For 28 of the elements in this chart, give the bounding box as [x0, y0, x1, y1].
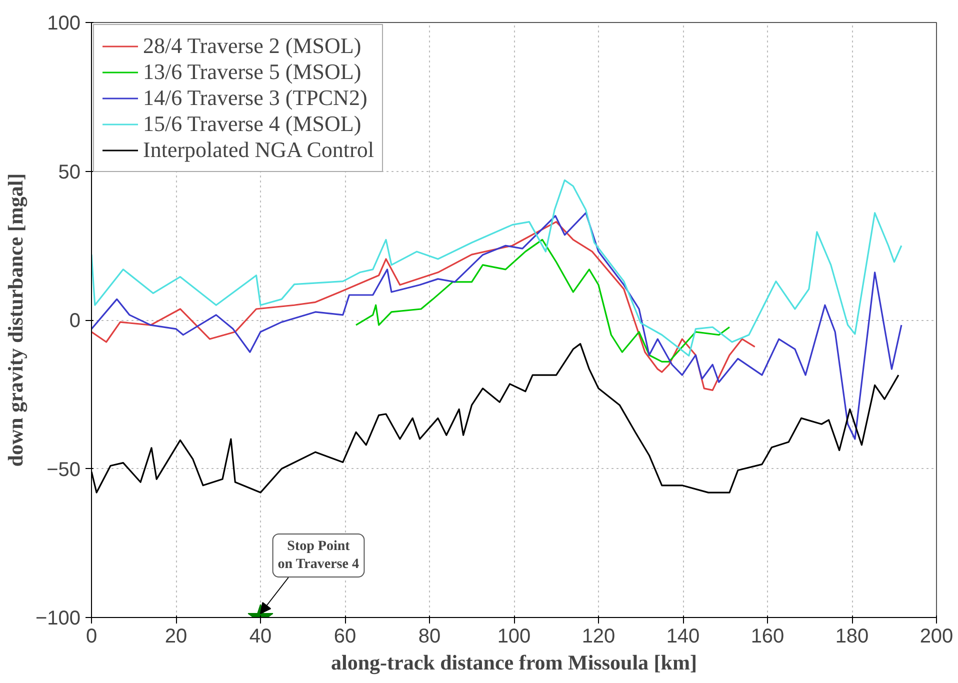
line-series	[355, 238, 730, 362]
y-tick-label: 0	[69, 310, 80, 332]
line-series	[92, 212, 902, 440]
y-tick-label: 100	[47, 12, 81, 34]
legend-label: 14/6 Traverse 3 (TPCN2)	[143, 85, 368, 111]
legend-label: 28/4 Traverse 2 (MSOL)	[143, 33, 362, 59]
y-tick-label: −50	[46, 458, 81, 481]
y-tick-label: 50	[58, 161, 81, 184]
x-tick-label: 20	[164, 626, 188, 648]
y-axis-title: down gravity disturbance [mgal]	[3, 173, 28, 467]
line-series	[92, 221, 756, 392]
x-tick-label: 0	[86, 626, 98, 648]
line-series	[92, 179, 902, 356]
x-tick-label: 40	[249, 626, 272, 648]
annotation: Stop Point on Traverse 4	[278, 539, 359, 572]
x-tick-label: 200	[920, 626, 954, 648]
x-tick-label: 60	[334, 626, 356, 648]
x-tick-label: 120	[582, 626, 616, 648]
x-tick-label: 100	[497, 626, 531, 648]
x-tick-label: 80	[418, 626, 441, 648]
x-tick-label: 160	[750, 626, 784, 648]
legend-label: 15/6 Traverse 4 (MSOL)	[143, 111, 362, 137]
x-tick-label: 180	[835, 626, 869, 648]
y-tick-label: −100	[35, 608, 81, 630]
legend-label: Interpolated NGA Control	[143, 137, 374, 163]
x-tick-label: 140	[666, 626, 700, 648]
x-axis-title: along-track distance from Missoula [km]	[331, 650, 697, 674]
legend-label: 13/6 Traverse 5 (MSOL)	[143, 59, 362, 85]
